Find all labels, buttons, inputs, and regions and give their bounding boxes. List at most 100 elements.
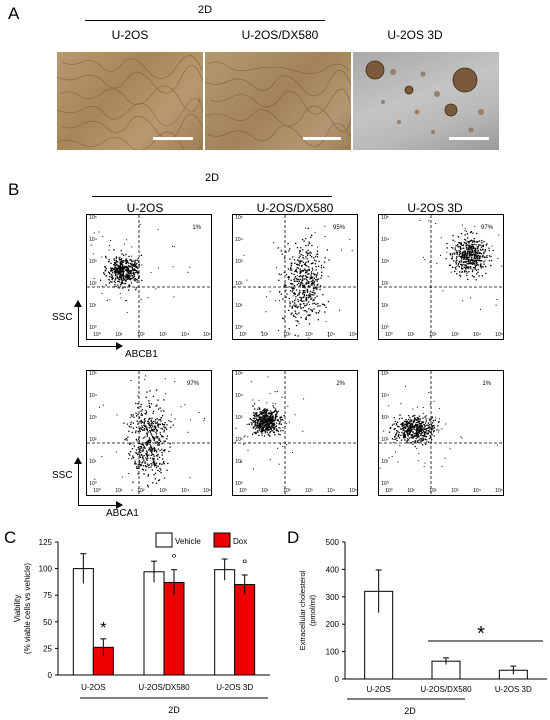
scatter-dot	[161, 423, 164, 425]
scatter-dot	[150, 403, 153, 405]
scatter-dot	[110, 240, 112, 241]
scatter-dot	[467, 278, 469, 281]
scatter-dot	[310, 298, 312, 300]
scatter-dot	[108, 271, 110, 273]
scatter-dot	[259, 413, 261, 415]
scatter-dot	[460, 253, 462, 255]
scatter-dot	[306, 280, 308, 282]
scatter-dot	[424, 259, 426, 260]
scatter-dot	[266, 415, 268, 417]
scatter-dot	[256, 415, 258, 417]
scatter-dot	[484, 259, 486, 261]
scatter-dot	[461, 268, 464, 270]
scatter-dot	[270, 422, 272, 424]
scatter-dot	[170, 414, 172, 416]
scatter-dot	[111, 268, 113, 270]
scatter-dot	[409, 416, 411, 419]
scatter-dot	[324, 304, 326, 306]
scatter-dot	[310, 263, 312, 265]
scatter-dot	[417, 460, 419, 462]
scatter-dot	[321, 271, 323, 273]
x-tick-label: 10³	[305, 488, 313, 494]
scatter-dot	[406, 441, 408, 443]
scatter-dot	[313, 284, 316, 286]
scatter-dot	[141, 425, 143, 427]
scatter-dot	[321, 275, 323, 277]
scatter-dot	[433, 431, 435, 433]
scatter-dot	[146, 443, 149, 445]
scatter-dot	[307, 227, 309, 229]
scatter-dot	[412, 443, 414, 445]
scatter-dot	[497, 258, 499, 259]
scatter-dot	[119, 284, 122, 286]
scatter-dot	[108, 258, 110, 261]
scatter-dot	[458, 236, 460, 238]
scatter-dot	[455, 263, 457, 265]
scatter-dot	[128, 277, 130, 279]
scatter-dot	[399, 428, 402, 430]
scatter-dot	[272, 426, 274, 429]
scatter-dot	[315, 260, 317, 262]
scatter-dot	[257, 431, 259, 433]
scatter-dot	[280, 250, 282, 252]
scatter-dot	[150, 427, 152, 429]
scatter-dot	[156, 429, 158, 432]
scatter-dot	[127, 277, 129, 279]
scatter-dot	[131, 448, 134, 450]
scatter-dot	[136, 281, 138, 283]
scatter-dot	[151, 422, 153, 424]
scatter-dot	[449, 254, 451, 256]
scatter-dot	[129, 266, 131, 268]
y-tick-label: 10³	[381, 259, 389, 265]
scatter-dot	[172, 245, 173, 247]
scatter-dot	[260, 419, 262, 421]
scatter-dot	[460, 260, 462, 262]
scatter-dot	[468, 271, 470, 273]
scatter-dot	[267, 419, 269, 421]
scatter-dot	[291, 283, 293, 285]
scatter-dot	[116, 414, 118, 416]
scatter-dot	[254, 421, 256, 423]
scatter-dot	[153, 461, 156, 463]
scatter-dot	[261, 416, 264, 418]
scatter-dot	[429, 427, 431, 429]
scatter-dot	[309, 295, 311, 297]
scatter-dot	[393, 428, 395, 431]
scatter-dot	[417, 433, 420, 436]
scatter-dot	[456, 273, 458, 275]
scatter-dot	[475, 262, 478, 264]
percent-label: 95%	[332, 225, 345, 231]
panel-a-title-3d: U-2OS 3D	[387, 28, 443, 42]
scatter-dot	[126, 299, 127, 301]
scatter-dot	[298, 278, 300, 281]
scatter-dot	[115, 282, 116, 284]
scatter-dot	[472, 254, 474, 256]
scatter-dot	[300, 307, 302, 309]
scatter-dot	[125, 269, 127, 272]
scatter-dot	[397, 435, 399, 437]
scatter-dot	[483, 263, 485, 265]
scatter-dot	[323, 266, 325, 269]
scatter-dot	[130, 271, 132, 274]
scatter-dot	[161, 454, 163, 456]
scatter-dot	[425, 418, 427, 420]
scatter-dot	[147, 474, 150, 476]
scatter-dot	[318, 310, 321, 312]
scatter-dot	[477, 271, 479, 273]
scatter-dot	[467, 267, 469, 269]
scatter-dot	[270, 411, 273, 414]
scatter-dot	[480, 246, 483, 248]
scatter-dot	[254, 428, 257, 430]
scatter-dot	[325, 306, 327, 308]
scatter-dot	[413, 415, 415, 417]
scatter-dot	[130, 421, 132, 423]
scatter-dot	[119, 265, 121, 267]
scatter-dot	[264, 419, 267, 421]
scatter-dot	[416, 432, 419, 434]
scatter-dot	[296, 267, 298, 269]
scatter-dot	[457, 244, 459, 246]
scatter-dot	[459, 242, 461, 245]
scatter-dot	[270, 428, 272, 430]
scatter-dot	[310, 309, 312, 311]
scatter-dot	[483, 251, 485, 253]
